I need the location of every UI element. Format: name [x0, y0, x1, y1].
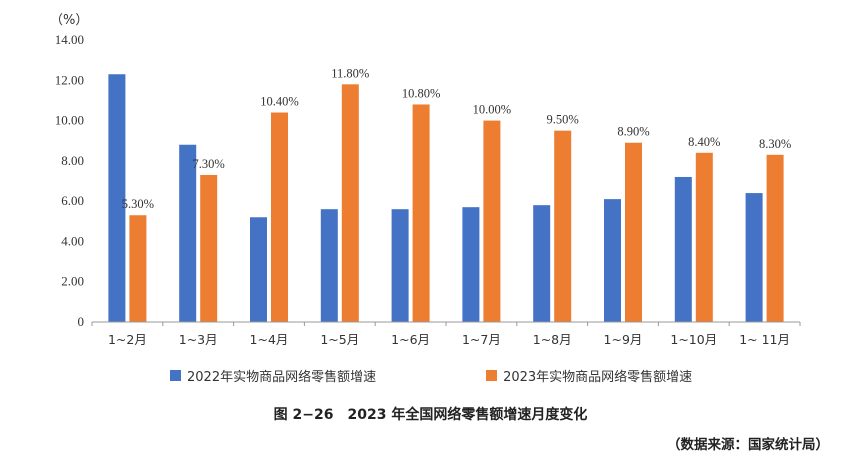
data-label: 7.30% — [193, 157, 225, 171]
legend: 2022年实物商品网络零售额增速 2023年实物商品网络零售额增速 — [170, 366, 692, 385]
y-tick-label: 0 — [78, 314, 85, 329]
data-label: 8.90% — [617, 125, 649, 139]
x-tick-label: 1~3月 — [179, 332, 218, 347]
data-labels: 5.30% 7.30% 10.40% 11.80% 10.80% 10.00% 9.50% 8… — [122, 66, 791, 211]
legend-label-2022: 2022年实物商品网络零售额增速 — [187, 370, 377, 385]
bar-2023 — [766, 154, 784, 322]
x-tick-label: 1~5月 — [320, 332, 359, 347]
data-source: （数据来源：国家统计局） — [667, 437, 829, 453]
bar-chart: （%） 0 2.00 4.00 6.00 8.00 10.00 12.00 14.00 5.3… — [50, 13, 801, 347]
bar-2023 — [483, 120, 501, 322]
x-tick-label: 1~ 11月 — [739, 332, 790, 347]
legend-item-2023: 2023年实物商品网络零售额增速 — [486, 366, 692, 385]
legend-label-2023: 2023年实物商品网络零售额增速 — [503, 370, 693, 385]
y-axis: 0 2.00 4.00 6.00 8.00 10.00 12.00 14.00 — [55, 32, 84, 329]
y-tick-label: 14.00 — [55, 32, 84, 47]
bar-2022 — [533, 205, 551, 322]
x-axis: 1~2月 1~3月 1~4月 1~5月 1~6月 1~7月 1~8月 1~9月 1~10月 1~ … — [91, 322, 801, 347]
bar-2022 — [674, 176, 692, 322]
bar-2022 — [604, 199, 621, 322]
x-tick-label: 1~7月 — [462, 332, 501, 347]
data-label: 5.30% — [122, 197, 154, 211]
bar-2023 — [554, 130, 572, 322]
data-label: 9.50% — [547, 113, 579, 127]
bar-2022 — [745, 193, 763, 322]
bar-2023 — [625, 142, 642, 322]
bar-2023 — [695, 152, 713, 322]
bar-2023 — [200, 174, 218, 322]
data-label: 10.00% — [473, 103, 512, 117]
data-label: 8.40% — [688, 135, 720, 149]
bar-2022 — [108, 74, 126, 322]
x-tick-label: 1~8月 — [533, 332, 572, 347]
data-label: 10.40% — [260, 95, 299, 109]
y-tick-label: 12.00 — [55, 72, 84, 87]
y-tick-label: 6.00 — [61, 193, 84, 208]
x-tick-label: 1~10月 — [670, 332, 717, 347]
data-label: 10.80% — [402, 86, 441, 100]
bar-2022 — [320, 209, 338, 322]
y-axis-unit-label: （%） — [50, 13, 88, 28]
figure-caption: 图 2−26 2023 年全国网络零售额增速月度变化 — [273, 407, 588, 423]
x-tick-label: 1~9月 — [604, 332, 643, 347]
y-tick-label: 4.00 — [61, 233, 84, 248]
y-tick-label: 8.00 — [61, 153, 84, 168]
bar-2023 — [412, 104, 430, 322]
y-tick-label: 10.00 — [55, 113, 84, 128]
y-tick-label: 2.00 — [61, 274, 84, 289]
legend-swatch-2022 — [170, 370, 181, 381]
bar-2023 — [341, 84, 359, 322]
bar-2022 — [391, 209, 409, 322]
bar-series — [108, 74, 784, 322]
x-tick-label: 1~4月 — [250, 332, 289, 347]
legend-swatch-2023 — [486, 370, 498, 381]
x-tick-label: 1~6月 — [391, 332, 430, 347]
data-label: 8.30% — [759, 137, 791, 151]
data-label: 11.80% — [331, 66, 369, 80]
x-tick-label: 1~2月 — [108, 332, 147, 347]
bar-2022 — [179, 144, 197, 322]
bar-2023 — [129, 215, 147, 322]
bar-2023 — [271, 112, 288, 322]
legend-item-2022: 2022年实物商品网络零售额增速 — [170, 366, 376, 385]
bar-2022 — [250, 217, 267, 322]
bar-2022 — [462, 207, 480, 322]
